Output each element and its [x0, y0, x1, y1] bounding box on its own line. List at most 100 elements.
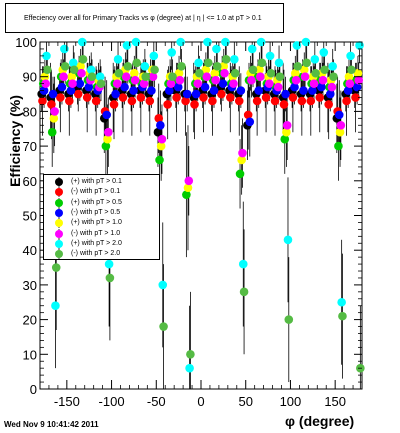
data-point — [166, 79, 176, 88]
legend-item: (+) with pT > 2.0 — [44, 238, 159, 249]
data-point — [302, 58, 311, 68]
data-point — [177, 61, 186, 71]
data-point — [104, 259, 114, 269]
data-point — [153, 127, 163, 137]
data-point — [136, 93, 146, 102]
legend-marker — [55, 187, 63, 198]
data-point — [42, 51, 51, 61]
data-point — [209, 86, 219, 95]
data-point — [77, 68, 86, 78]
data-point — [159, 322, 168, 331]
data-point — [157, 134, 167, 144]
data-point — [101, 141, 111, 151]
data-point — [335, 127, 345, 137]
y-tick-label: 40 — [23, 243, 37, 258]
data-point — [200, 82, 210, 92]
data-point — [297, 96, 307, 106]
legend: (+) with pT > 0.1 (-) with pT > 0.1 (+) wi… — [43, 174, 160, 260]
data-point — [199, 93, 208, 102]
y-tick-label: 20 — [23, 313, 37, 328]
data-point — [190, 100, 199, 109]
data-point — [292, 41, 302, 50]
data-point — [120, 82, 129, 92]
legend-label: (-) with pT > 2.0 — [71, 250, 121, 258]
data-point — [56, 93, 65, 102]
data-point — [51, 301, 60, 311]
data-point — [112, 79, 122, 88]
data-point — [257, 58, 267, 68]
data-point — [123, 61, 133, 71]
data-point — [212, 61, 222, 71]
legend-label: (-) with pT > 0.5 — [71, 208, 121, 216]
y-tick-label: 80 — [23, 104, 37, 119]
data-point — [219, 61, 229, 71]
data-point — [337, 297, 346, 307]
data-point — [185, 363, 194, 373]
data-point — [163, 100, 172, 109]
data-point — [57, 82, 67, 92]
data-point — [156, 120, 165, 130]
data-point — [131, 37, 141, 47]
data-point — [210, 68, 220, 78]
data-point — [225, 93, 235, 102]
data-point — [47, 100, 56, 109]
data-point — [51, 263, 61, 272]
chart-title: Effeciency over all for Primary Tracks v… — [24, 14, 262, 22]
data-point — [67, 72, 77, 81]
data-point — [139, 79, 149, 88]
data-point — [344, 72, 354, 81]
data-point — [39, 86, 49, 95]
data-point — [195, 68, 204, 78]
data-point — [334, 110, 344, 120]
data-point — [156, 141, 166, 151]
data-point — [203, 58, 213, 68]
data-point — [173, 82, 183, 92]
data-point — [75, 79, 85, 88]
data-point — [86, 65, 96, 75]
data-point — [329, 72, 338, 81]
data-point — [77, 37, 87, 47]
data-point — [145, 96, 155, 106]
series-5 — [40, 61, 363, 193]
data-point — [220, 68, 229, 78]
data-point — [73, 89, 83, 99]
data-point — [247, 44, 257, 54]
data-point — [338, 311, 347, 321]
data-point — [184, 176, 194, 186]
y-tick-label: 60 — [23, 174, 37, 189]
data-point — [48, 89, 58, 99]
data-point — [229, 79, 238, 88]
data-point — [91, 96, 101, 106]
x-tick-label: -150 — [54, 394, 80, 409]
data-point — [150, 65, 159, 75]
data-point — [311, 68, 320, 78]
legend-marker — [55, 238, 63, 249]
data-point — [266, 68, 276, 78]
x-axis-label: φ (degree) — [285, 413, 355, 429]
data-point — [168, 72, 177, 81]
data-point — [256, 37, 266, 47]
data-point — [218, 79, 228, 88]
data-point — [293, 61, 303, 71]
timestamp: Wed Nov 9 10:41:42 2011 — [4, 420, 99, 429]
data-point — [176, 37, 185, 47]
legend-item: (+) with pT > 0.5 — [44, 197, 159, 208]
data-point — [347, 65, 356, 75]
data-point — [41, 79, 50, 88]
data-point — [248, 65, 258, 75]
data-point — [141, 72, 150, 81]
data-point — [234, 96, 244, 106]
data-point — [351, 93, 360, 102]
data-point — [149, 51, 159, 61]
x-tick-label: 50 — [238, 394, 252, 409]
data-point — [327, 82, 337, 92]
data-point — [282, 120, 292, 130]
data-point — [121, 72, 131, 81]
y-tick-label: 10 — [23, 347, 37, 362]
data-point — [255, 65, 264, 75]
data-point — [78, 55, 88, 64]
data-point — [203, 37, 212, 47]
data-point — [275, 72, 285, 81]
data-point — [282, 127, 291, 137]
data-point — [221, 37, 230, 47]
